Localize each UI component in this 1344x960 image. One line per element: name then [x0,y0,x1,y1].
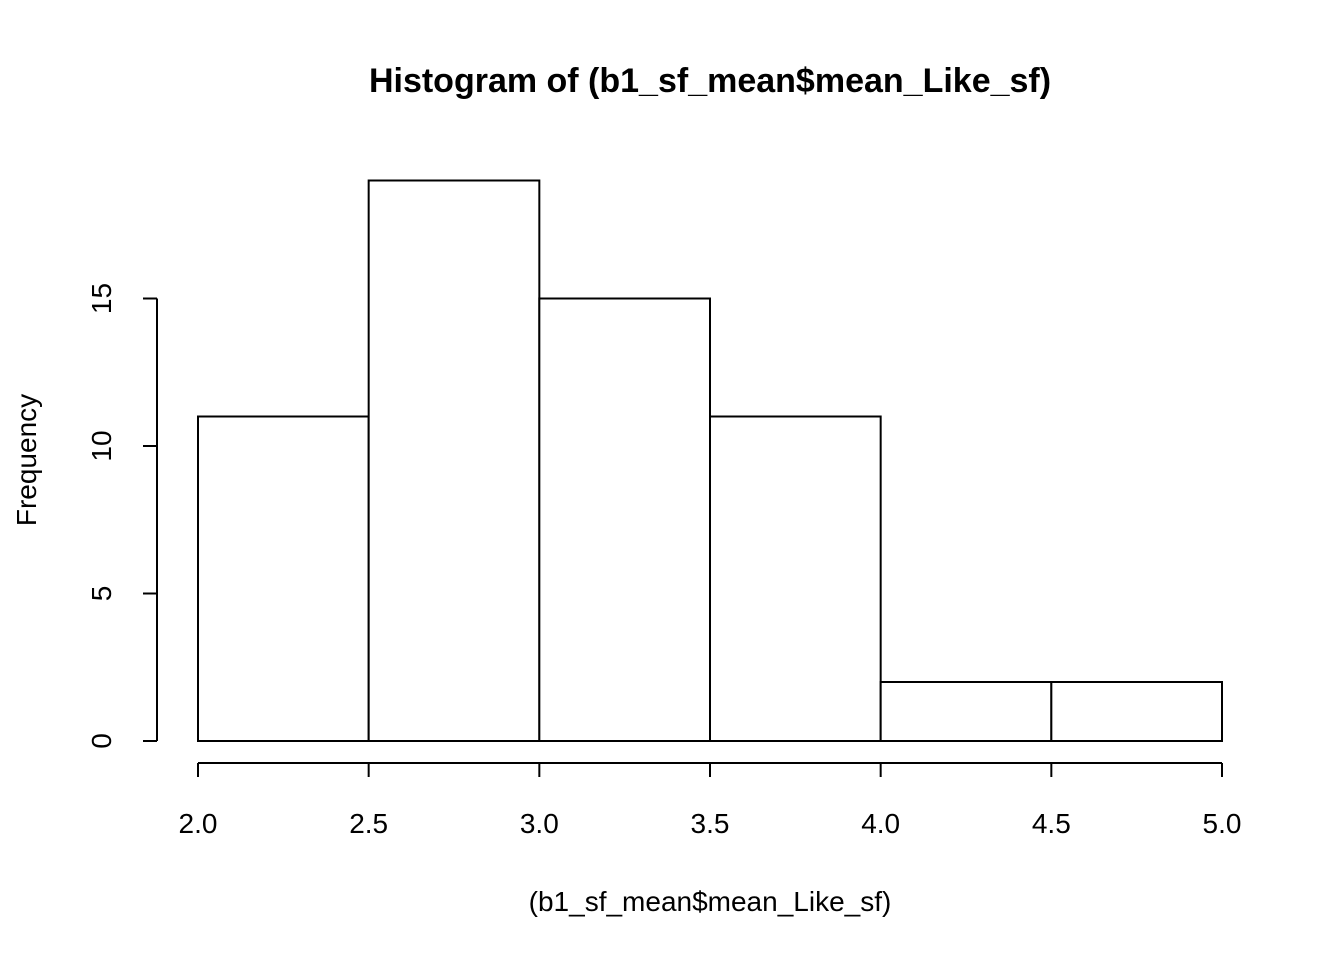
y-tick-label-3: 10 [86,430,117,461]
histogram-bar-1 [197,415,370,742]
histogram-bar-3 [538,297,711,742]
bars-group [197,179,1224,742]
y-axis-label: Frequency [11,394,42,526]
histogram-bar-2 [367,179,541,742]
x-axis: 2.0 2.5 3.0 3.5 4.0 4.5 5.0 [179,762,1242,839]
x-tick-label-3: 3.0 [520,808,559,839]
y-tick-label-1: 0 [86,733,117,749]
x-tick-label-6: 4.5 [1032,808,1071,839]
x-tick-label-5: 4.0 [861,808,900,839]
y-tick-label-2: 5 [86,586,117,602]
x-tick-label-2: 2.5 [349,808,388,839]
chart-title: Histogram of (b1_sf_mean$mean_Like_sf) [369,62,1051,100]
x-tick-label-4: 3.5 [691,808,730,839]
x-axis-label: (b1_sf_mean$mean_Like_sf) [529,886,892,917]
x-tick-label-7: 5.0 [1203,808,1242,839]
y-axis: 0 5 10 15 [86,283,158,749]
histogram-bar-5 [879,681,1053,742]
y-tick-label-4: 15 [86,283,117,314]
x-tick-label-1: 2.0 [179,808,218,839]
histogram-bar-4 [709,415,882,742]
histogram-bar-6 [1050,681,1224,742]
